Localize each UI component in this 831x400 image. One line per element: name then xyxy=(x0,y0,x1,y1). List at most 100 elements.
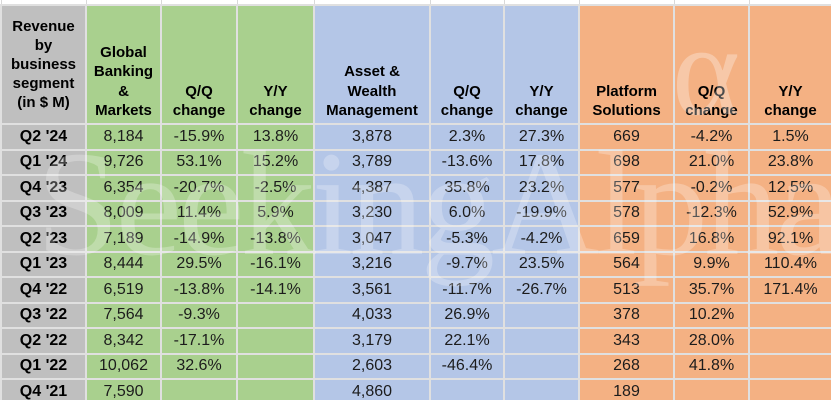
cell-awm-yy-change[interactable] xyxy=(503,378,580,400)
cell-gbm-revenue[interactable]: 6,354 xyxy=(85,174,162,202)
cell-ps-yy-change[interactable] xyxy=(748,352,831,380)
cell-ps-revenue[interactable]: 378 xyxy=(578,301,675,329)
header-gbm-yy-change[interactable]: Y/Y change xyxy=(236,4,315,125)
cell-gbm-yy-change[interactable]: 13.8% xyxy=(236,123,315,151)
row-label-quarter[interactable]: Q1 '23 xyxy=(0,250,87,278)
cell-ps-qq-change[interactable]: -4.2% xyxy=(673,123,750,151)
cell-gbm-revenue[interactable]: 8,342 xyxy=(85,327,162,355)
cell-ps-revenue[interactable]: 659 xyxy=(578,225,675,253)
cell-gbm-qq-change[interactable]: -17.1% xyxy=(160,327,238,355)
cell-gbm-revenue[interactable]: 8,184 xyxy=(85,123,162,151)
cell-awm-revenue[interactable]: 3,878 xyxy=(313,123,431,151)
cell-ps-yy-change[interactable]: 171.4% xyxy=(748,276,831,304)
row-label-quarter[interactable]: Q2 '22 xyxy=(0,327,87,355)
cell-awm-qq-change[interactable]: 22.1% xyxy=(429,327,505,355)
cell-ps-yy-change[interactable]: 52.9% xyxy=(748,199,831,227)
cell-awm-revenue[interactable]: 4,860 xyxy=(313,378,431,400)
cell-ps-revenue[interactable]: 669 xyxy=(578,123,675,151)
cell-ps-revenue[interactable]: 564 xyxy=(578,250,675,278)
cell-awm-yy-change[interactable] xyxy=(503,327,580,355)
cell-ps-qq-change[interactable] xyxy=(673,378,750,400)
cell-ps-qq-change[interactable]: -0.2% xyxy=(673,174,750,202)
cell-awm-yy-change[interactable]: 23.2% xyxy=(503,174,580,202)
cell-gbm-revenue[interactable]: 7,189 xyxy=(85,225,162,253)
header-ps-qq-change[interactable]: Q/Q change xyxy=(673,4,750,125)
row-label-quarter[interactable]: Q3 '23 xyxy=(0,199,87,227)
cell-gbm-qq-change[interactable]: 11.4% xyxy=(160,199,238,227)
cell-awm-qq-change[interactable]: -11.7% xyxy=(429,276,505,304)
row-label-quarter[interactable]: Q1 '24 xyxy=(0,148,87,176)
cell-gbm-yy-change[interactable]: 5.9% xyxy=(236,199,315,227)
cell-gbm-yy-change[interactable]: -13.8% xyxy=(236,225,315,253)
cell-awm-qq-change[interactable]: -9.7% xyxy=(429,250,505,278)
cell-gbm-yy-change[interactable]: -2.5% xyxy=(236,174,315,202)
header-ps-yy-change[interactable]: Y/Y change xyxy=(748,4,831,125)
cell-awm-qq-change[interactable]: 35.8% xyxy=(429,174,505,202)
cell-awm-qq-change[interactable] xyxy=(429,378,505,400)
cell-gbm-revenue[interactable]: 6,519 xyxy=(85,276,162,304)
cell-gbm-yy-change[interactable]: -16.1% xyxy=(236,250,315,278)
cell-gbm-yy-change[interactable] xyxy=(236,378,315,400)
row-label-quarter[interactable]: Q3 '22 xyxy=(0,301,87,329)
cell-awm-revenue[interactable]: 3,561 xyxy=(313,276,431,304)
cell-gbm-qq-change[interactable]: -13.8% xyxy=(160,276,238,304)
cell-ps-revenue[interactable]: 577 xyxy=(578,174,675,202)
cell-gbm-yy-change[interactable] xyxy=(236,327,315,355)
cell-gbm-qq-change[interactable]: -15.9% xyxy=(160,123,238,151)
cell-awm-revenue[interactable]: 3,047 xyxy=(313,225,431,253)
cell-awm-revenue[interactable]: 3,179 xyxy=(313,327,431,355)
cell-ps-revenue[interactable]: 343 xyxy=(578,327,675,355)
cell-ps-revenue[interactable]: 268 xyxy=(578,352,675,380)
cell-ps-qq-change[interactable]: 9.9% xyxy=(673,250,750,278)
cell-ps-qq-change[interactable]: -12.3% xyxy=(673,199,750,227)
cell-awm-qq-change[interactable]: 26.9% xyxy=(429,301,505,329)
cell-gbm-yy-change[interactable] xyxy=(236,352,315,380)
cell-awm-yy-change[interactable]: -26.7% xyxy=(503,276,580,304)
cell-awm-qq-change[interactable]: -13.6% xyxy=(429,148,505,176)
cell-gbm-qq-change[interactable]: -20.7% xyxy=(160,174,238,202)
cell-awm-yy-change[interactable]: -19.9% xyxy=(503,199,580,227)
cell-ps-yy-change[interactable]: 23.8% xyxy=(748,148,831,176)
cell-ps-yy-change[interactable] xyxy=(748,327,831,355)
header-platform-solutions[interactable]: Platform Solutions xyxy=(578,4,675,125)
cell-awm-qq-change[interactable]: 2.3% xyxy=(429,123,505,151)
cell-gbm-yy-change[interactable] xyxy=(236,301,315,329)
cell-gbm-qq-change[interactable]: 32.6% xyxy=(160,352,238,380)
cell-gbm-yy-change[interactable]: -14.1% xyxy=(236,276,315,304)
row-label-quarter[interactable]: Q1 '22 xyxy=(0,352,87,380)
cell-gbm-revenue[interactable]: 7,590 xyxy=(85,378,162,400)
cell-awm-yy-change[interactable]: 27.3% xyxy=(503,123,580,151)
cell-gbm-revenue[interactable]: 8,009 xyxy=(85,199,162,227)
cell-ps-qq-change[interactable]: 28.0% xyxy=(673,327,750,355)
cell-awm-yy-change[interactable]: 17.8% xyxy=(503,148,580,176)
row-label-quarter[interactable]: Q2 '24 xyxy=(0,123,87,151)
cell-awm-revenue[interactable]: 4,033 xyxy=(313,301,431,329)
cell-ps-qq-change[interactable]: 16.8% xyxy=(673,225,750,253)
cell-awm-revenue[interactable]: 3,789 xyxy=(313,148,431,176)
header-awm-qq-change[interactable]: Q/Q change xyxy=(429,4,505,125)
cell-gbm-qq-change[interactable]: 29.5% xyxy=(160,250,238,278)
cell-gbm-qq-change[interactable]: 53.1% xyxy=(160,148,238,176)
cell-ps-qq-change[interactable]: 21.0% xyxy=(673,148,750,176)
row-label-quarter[interactable]: Q2 '23 xyxy=(0,225,87,253)
cell-gbm-revenue[interactable]: 7,564 xyxy=(85,301,162,329)
row-label-quarter[interactable]: Q4 '21 xyxy=(0,378,87,400)
cell-gbm-revenue[interactable]: 9,726 xyxy=(85,148,162,176)
cell-awm-qq-change[interactable]: -5.3% xyxy=(429,225,505,253)
cell-gbm-qq-change[interactable] xyxy=(160,378,238,400)
cell-awm-yy-change[interactable]: -4.2% xyxy=(503,225,580,253)
cell-gbm-yy-change[interactable]: 15.2% xyxy=(236,148,315,176)
header-awm-yy-change[interactable]: Y/Y change xyxy=(503,4,580,125)
corner-header-revenue-by-segment[interactable]: Revenue by business segment (in $ M) xyxy=(0,4,87,125)
header-asset-wealth-management[interactable]: Asset & Wealth Management xyxy=(313,4,431,125)
row-label-quarter[interactable]: Q4 '23 xyxy=(0,174,87,202)
cell-gbm-revenue[interactable]: 10,062 xyxy=(85,352,162,380)
cell-ps-revenue[interactable]: 698 xyxy=(578,148,675,176)
cell-gbm-qq-change[interactable]: -14.9% xyxy=(160,225,238,253)
cell-ps-yy-change[interactable] xyxy=(748,301,831,329)
header-gbm-qq-change[interactable]: Q/Q change xyxy=(160,4,238,125)
header-global-banking-markets[interactable]: Global Banking & Markets xyxy=(85,4,162,125)
cell-ps-qq-change[interactable]: 10.2% xyxy=(673,301,750,329)
row-label-quarter[interactable]: Q4 '22 xyxy=(0,276,87,304)
cell-ps-yy-change[interactable]: 1.5% xyxy=(748,123,831,151)
